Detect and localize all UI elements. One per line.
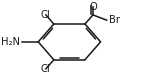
Text: Cl: Cl: [41, 10, 51, 20]
Text: H₂N: H₂N: [1, 37, 20, 47]
Text: Br: Br: [109, 15, 120, 25]
Text: O: O: [90, 2, 97, 12]
Text: Cl: Cl: [41, 64, 51, 74]
